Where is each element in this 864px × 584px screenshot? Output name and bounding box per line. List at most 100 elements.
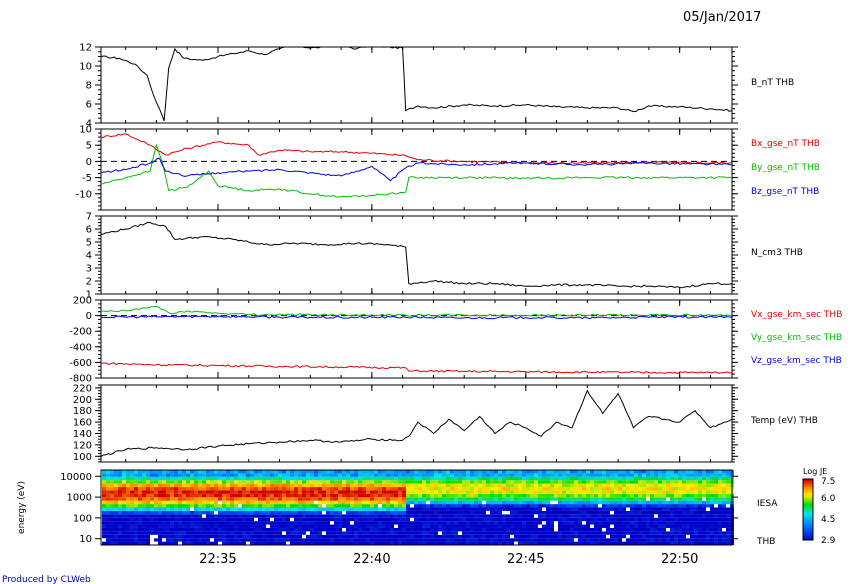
heatmap-cell (186, 538, 190, 542)
heatmap-cell (362, 531, 366, 535)
heatmap-cell (486, 493, 490, 498)
heatmap-cell (286, 521, 290, 525)
heatmap-cell (434, 490, 438, 494)
heatmap-cell (518, 490, 522, 494)
heatmap-cell (458, 470, 462, 474)
heatmap-cell (614, 504, 618, 508)
heatmap-cell (486, 507, 490, 511)
heatmap-cell (102, 524, 106, 528)
heatmap-cell (586, 476, 590, 481)
heatmap-cell (466, 524, 470, 528)
heatmap-cell (434, 473, 438, 477)
heatmap-cell (534, 483, 538, 488)
heatmap-cell (502, 521, 506, 525)
heatmap-cell (510, 534, 514, 539)
heatmap-cell (566, 514, 570, 518)
heatmap-cell (334, 534, 338, 539)
bgse-frame (100, 128, 733, 211)
heatmap-cell (106, 500, 110, 505)
heatmap-cell (482, 483, 486, 488)
heatmap-cell (554, 500, 558, 505)
heatmap-cell (546, 538, 550, 542)
heatmap-cell (330, 483, 334, 488)
heatmap-cell (718, 534, 722, 539)
heatmap-cell (502, 493, 506, 498)
heatmap-cell (614, 510, 618, 515)
heatmap-cell (458, 504, 462, 508)
heatmap-cell (178, 493, 182, 498)
heatmap-cell (210, 490, 214, 494)
heatmap-cell (574, 510, 578, 515)
heatmap-cell (558, 504, 562, 508)
heatmap-cell (390, 531, 394, 535)
heatmap-cell (686, 534, 690, 539)
series-label: Bz_gse_nT THB (751, 187, 819, 197)
heatmap-cell (254, 490, 258, 494)
heatmap-cell (126, 473, 130, 477)
heatmap-cell (282, 487, 286, 491)
heatmap-cell (270, 497, 274, 501)
heatmap-cell (602, 521, 606, 525)
heatmap-cell (654, 538, 658, 542)
heatmap-cell (258, 510, 262, 515)
heatmap-cell (154, 493, 158, 498)
heatmap-cell (146, 480, 150, 484)
y-tick-label: 0 (86, 311, 92, 322)
heatmap-cell (418, 517, 422, 522)
heatmap-cell (202, 510, 206, 515)
heatmap-cell (510, 514, 514, 518)
heatmap-cell (334, 493, 338, 498)
heatmap-cell (418, 521, 422, 525)
heatmap-cell (434, 480, 438, 484)
heatmap-cell (470, 507, 474, 511)
heatmap-cell (138, 473, 142, 477)
heatmap-cell (226, 531, 230, 535)
heatmap-cell (610, 470, 614, 474)
heatmap-cell (518, 480, 522, 484)
heatmap-cell (186, 476, 190, 481)
colorbar-cell (803, 535, 813, 539)
heatmap-cell (362, 541, 366, 545)
heatmap-cell (330, 507, 334, 511)
heatmap-cell (106, 483, 110, 488)
heatmap-cell (118, 480, 122, 484)
heatmap-cell (666, 483, 670, 488)
heatmap-cell (686, 524, 690, 528)
heatmap-cell (498, 521, 502, 525)
heatmap-cell (486, 510, 490, 515)
heatmap-cell (130, 483, 134, 488)
heatmap-cell (394, 527, 398, 532)
heatmap-cell (230, 534, 234, 539)
heatmap-cell (642, 510, 646, 515)
heatmap-cell (570, 497, 574, 501)
heatmap-cell (662, 476, 666, 481)
heatmap-cell (122, 507, 126, 511)
heatmap-cell (714, 524, 718, 528)
heatmap-cell (422, 521, 426, 525)
heatmap-cell (626, 504, 630, 508)
heatmap-cell (202, 507, 206, 511)
heatmap-cell (114, 473, 118, 477)
heatmap-cell (166, 524, 170, 528)
heatmap-cell (238, 487, 242, 491)
heatmap-cell (158, 487, 162, 491)
heatmap-cell (194, 497, 198, 501)
heatmap-cell (218, 480, 222, 484)
heatmap-cell (698, 490, 702, 494)
heatmap-cell (246, 480, 250, 484)
heatmap-cell (322, 500, 326, 505)
heatmap-cell (638, 524, 642, 528)
heatmap-cell (634, 493, 638, 498)
heatmap-cell (414, 507, 418, 511)
heatmap-cell (326, 514, 330, 518)
heatmap-cell (470, 487, 474, 491)
heatmap-cell (222, 480, 226, 484)
heatmap-cell (390, 534, 394, 539)
heatmap-cell (434, 538, 438, 542)
heatmap-cell (202, 473, 206, 477)
heatmap-cell (150, 538, 154, 542)
heatmap-cell (694, 470, 698, 474)
heatmap-cell (514, 476, 518, 481)
heatmap-cell (486, 480, 490, 484)
